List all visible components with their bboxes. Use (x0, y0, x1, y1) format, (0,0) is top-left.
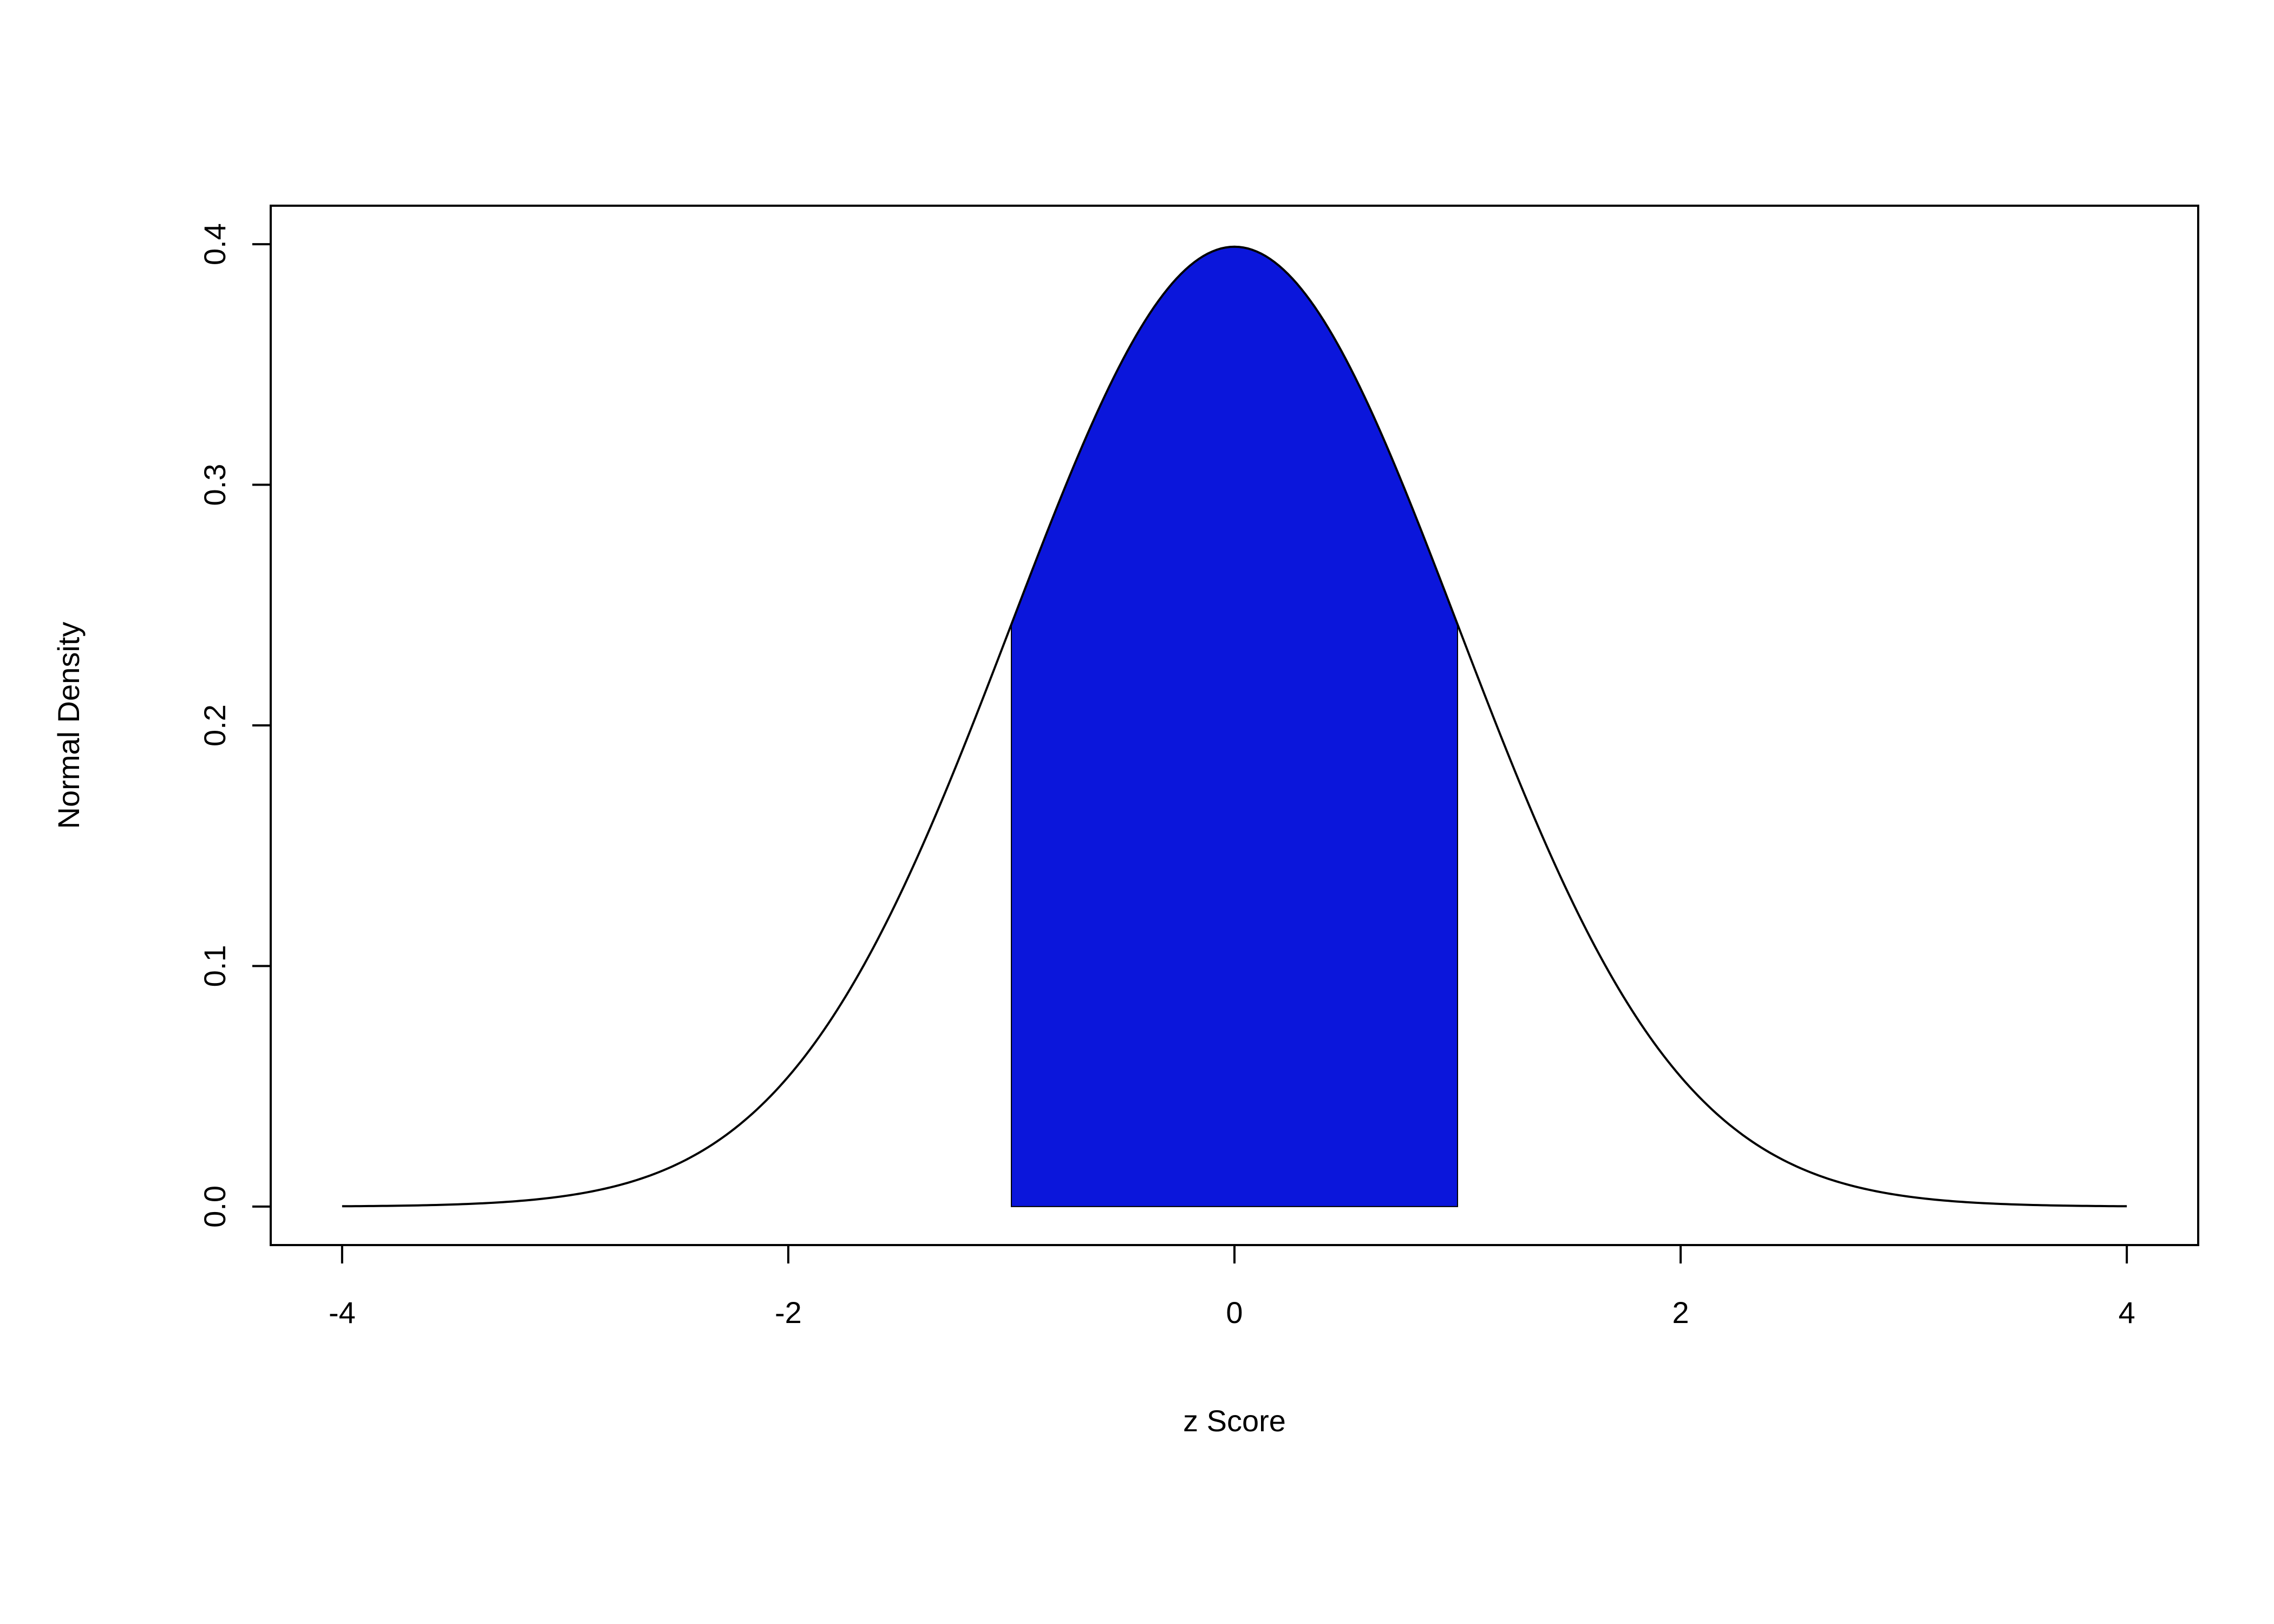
x-tick-label: 2 (1672, 1295, 1689, 1330)
y-axis-label: Normal Density (51, 622, 86, 829)
y-tick-label: 0.0 (198, 1186, 232, 1228)
x-tick-label: 4 (2119, 1295, 2135, 1330)
x-axis-label: z Score (1183, 1404, 1286, 1438)
y-tick-label: 0.3 (198, 464, 232, 506)
x-tick-label: -4 (329, 1295, 356, 1330)
shaded-region (1011, 247, 1458, 1207)
chart-container: -4 -2 0 2 4 0.0 0.1 0.2 0.3 0.4 z Score Normal Dens… (0, 0, 2274, 1624)
x-tick-label: -2 (775, 1295, 802, 1330)
x-tick-label: 0 (1226, 1295, 1243, 1330)
y-tick-label: 0.4 (198, 223, 232, 265)
y-tick-label: 0.1 (198, 945, 232, 987)
y-tick-label: 0.2 (198, 704, 232, 746)
normal-density-chart: -4 -2 0 2 4 0.0 0.1 0.2 0.3 0.4 z Score Normal Dens… (0, 0, 2274, 1624)
